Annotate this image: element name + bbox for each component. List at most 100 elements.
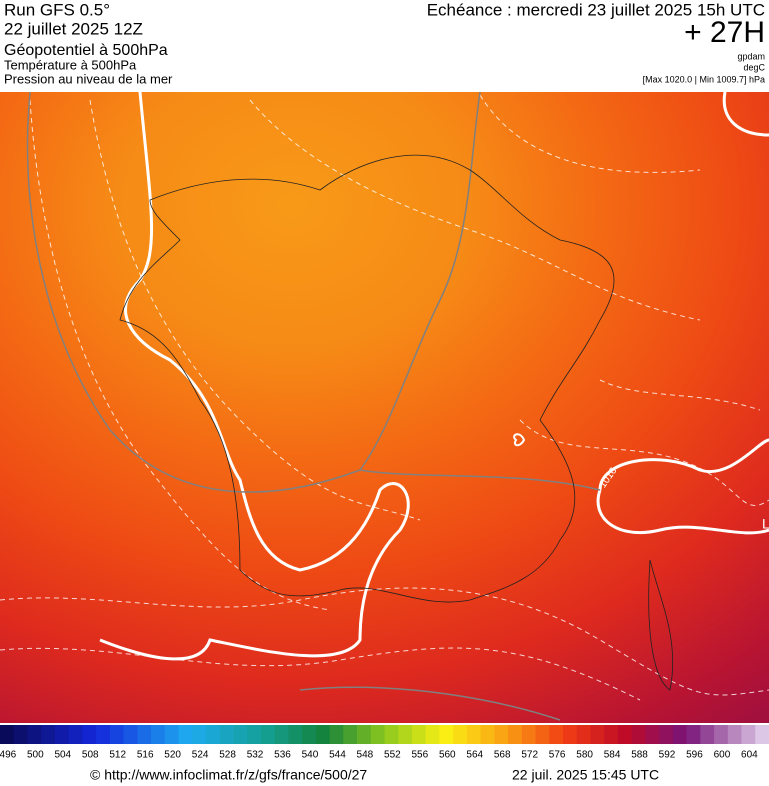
scale-cell — [205, 725, 221, 744]
generated-time: 22 juil. 2025 15:45 UTC — [512, 767, 659, 783]
scale-cell — [302, 725, 317, 744]
unit-label: gpdam — [737, 51, 765, 61]
scale-label: 588 — [631, 750, 648, 761]
scale-label: 524 — [192, 750, 209, 761]
scale-cell — [604, 725, 619, 744]
scale-cell — [260, 725, 276, 744]
scale-cell — [700, 725, 715, 744]
scale-label: 600 — [714, 750, 731, 761]
scale-cell — [411, 725, 427, 744]
field-label: Température à 500hPa — [4, 57, 137, 72]
scale-label: 568 — [494, 750, 511, 761]
scale-label: 508 — [82, 750, 99, 761]
scale-cell — [672, 725, 688, 744]
scale-cell — [755, 725, 769, 744]
scale-cell — [398, 725, 413, 744]
scale-label: 564 — [466, 750, 483, 761]
run-date: 22 juillet 2025 12Z — [4, 19, 143, 38]
color-scale: 496 500 504 508 512 516 520 524 528 532 536 540 544 5… — [0, 725, 769, 761]
run-label: Run GFS 0.5° — [4, 0, 110, 19]
scale-cell — [425, 725, 440, 744]
scale-cell — [343, 725, 358, 744]
field-label: Géopotentiel à 500hPa — [4, 42, 168, 59]
scale-label: 584 — [604, 750, 621, 761]
scale-cell — [233, 725, 248, 744]
scale-cell — [590, 725, 605, 744]
scale-cell — [288, 725, 303, 744]
scale-cell — [54, 725, 70, 744]
scale-label: 496 — [0, 750, 17, 761]
forecast-time: Echéance : mercredi 23 juillet 2025 15h … — [427, 0, 765, 19]
scale-cell — [631, 725, 646, 744]
scale-cell — [123, 725, 138, 744]
geopotential-lines — [26, 91, 601, 721]
scale-label: 552 — [384, 750, 401, 761]
scale-cell — [466, 725, 482, 744]
scale-cell — [329, 725, 344, 744]
scale-cell — [480, 725, 495, 744]
scale-label: 528 — [219, 750, 236, 761]
scale-cell — [219, 725, 234, 744]
scale-label: 548 — [357, 750, 374, 761]
scale-label: 532 — [247, 750, 264, 761]
scale-cell — [247, 725, 262, 744]
scale-cell — [315, 725, 331, 744]
scale-cell — [645, 725, 660, 744]
scale-cell — [563, 725, 578, 744]
scale-cell — [274, 725, 289, 744]
source-link[interactable]: © http://www.infoclimat.fr/z/gfs/france/… — [90, 767, 367, 783]
scale-cell — [13, 725, 28, 744]
scale-cell — [192, 725, 207, 744]
field-label: Pression au niveau de la mer — [4, 71, 173, 86]
scale-cell — [453, 725, 468, 744]
header: Run GFS 0.5° 22 juillet 2025 12Z Géopote… — [4, 0, 766, 86]
scale-cell — [370, 725, 385, 744]
scale-cell — [439, 725, 454, 744]
scale-label: 512 — [109, 750, 126, 761]
scale-cell — [151, 725, 166, 744]
scale-label: 596 — [686, 750, 703, 761]
scale-label: 540 — [302, 750, 319, 761]
scale-cell — [535, 725, 550, 744]
scale-label: 592 — [659, 750, 676, 761]
scale-label: 560 — [439, 750, 456, 761]
scale-cell — [41, 725, 56, 744]
scale-cell — [686, 725, 701, 744]
scale-cell — [508, 725, 523, 744]
scale-cell — [96, 725, 111, 744]
scale-label: 580 — [576, 750, 593, 761]
scale-cell — [68, 725, 83, 744]
temperature-contours — [0, 94, 769, 701]
scale-cell — [741, 725, 756, 744]
borders — [119, 154, 674, 691]
scale-label: 536 — [274, 750, 291, 761]
scale-cell — [178, 725, 193, 744]
scale-cell — [109, 725, 125, 744]
forecast-offset: + 27H — [684, 16, 765, 49]
scale-cell — [0, 725, 15, 744]
scale-label: 576 — [549, 750, 566, 761]
scale-cell — [27, 725, 42, 744]
scale-cell — [727, 725, 743, 744]
scale-cell — [82, 725, 97, 744]
low-marker: L — [762, 516, 769, 532]
scale-label: 604 — [741, 750, 758, 761]
scale-cell — [617, 725, 633, 744]
scale-label: 504 — [54, 750, 71, 761]
scale-cell — [576, 725, 591, 744]
scale-cell — [714, 725, 729, 744]
scale-cell — [494, 725, 509, 744]
scale-label: 572 — [521, 750, 538, 761]
scale-cell — [659, 725, 674, 744]
unit-label: degC — [743, 62, 765, 72]
map-field — [0, 92, 769, 723]
isobars — [99, 91, 769, 661]
scale-cell — [357, 725, 372, 744]
scale-cell — [521, 725, 537, 744]
scale-label: 544 — [329, 750, 346, 761]
scale-cell — [549, 725, 564, 744]
scale-cell — [137, 725, 152, 744]
scale-cell — [164, 725, 180, 744]
